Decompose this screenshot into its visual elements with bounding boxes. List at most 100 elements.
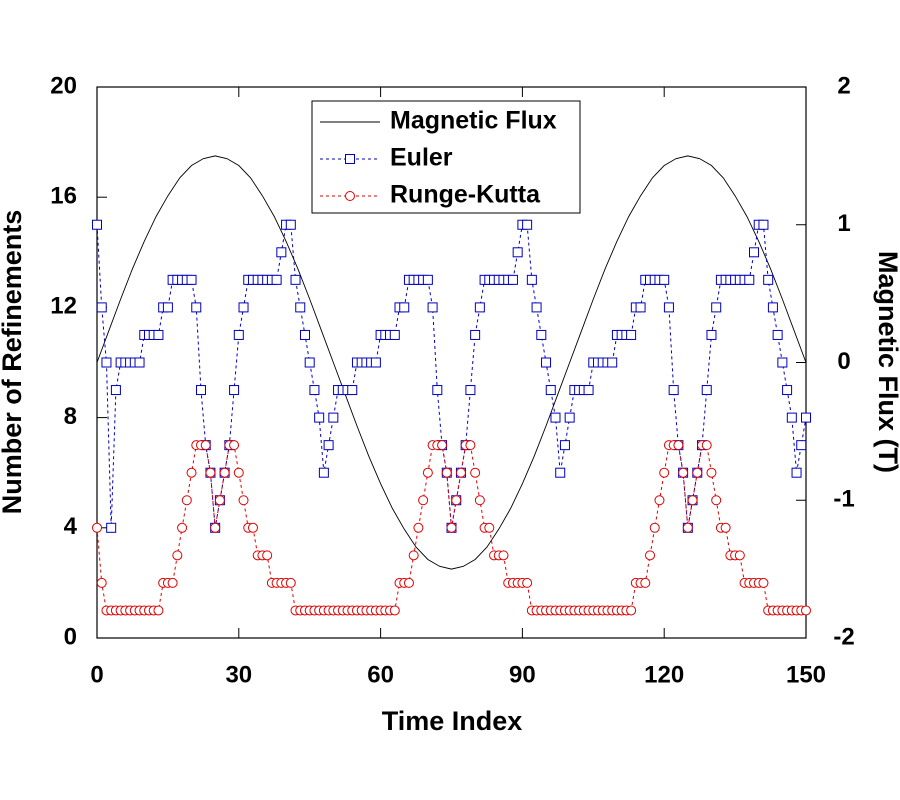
marker — [238, 302, 249, 313]
marker — [692, 467, 703, 478]
marker — [758, 219, 769, 230]
marker — [706, 467, 717, 478]
marker — [186, 274, 197, 285]
marker — [484, 522, 495, 533]
marker — [786, 412, 797, 423]
legend-marker — [345, 191, 355, 201]
marker — [772, 329, 783, 340]
marker — [437, 440, 448, 451]
legend-label: Euler — [390, 144, 453, 172]
marker — [418, 495, 429, 506]
marker — [205, 467, 216, 478]
marker — [229, 440, 240, 451]
marker — [233, 467, 244, 478]
marker — [389, 329, 400, 340]
marker — [701, 440, 712, 451]
marker — [583, 385, 594, 396]
marker — [304, 357, 315, 368]
marker — [767, 302, 778, 313]
marker — [536, 329, 547, 340]
marker — [134, 357, 145, 368]
marker — [200, 440, 211, 451]
marker — [626, 605, 637, 616]
marker — [347, 385, 358, 396]
marker — [153, 329, 164, 340]
marker — [801, 412, 811, 423]
marker — [106, 522, 117, 533]
marker — [512, 247, 523, 258]
marker — [446, 522, 457, 533]
marker — [758, 577, 769, 588]
series-line — [96, 224, 807, 528]
marker — [167, 577, 178, 588]
marker — [186, 467, 197, 478]
x-tick-label: 150 — [786, 661, 826, 688]
marker — [210, 522, 221, 533]
marker — [370, 357, 381, 368]
marker — [238, 495, 249, 506]
legend-label: Runge-Kutta — [390, 181, 541, 209]
marker — [162, 302, 173, 313]
y2-tick-label: 2 — [837, 72, 850, 99]
marker — [744, 274, 755, 285]
marker — [673, 440, 684, 451]
marker — [796, 440, 807, 451]
marker — [323, 440, 334, 451]
marker — [777, 357, 788, 368]
marker — [299, 329, 310, 340]
marker — [247, 522, 258, 533]
marker — [262, 550, 273, 561]
marker — [318, 467, 329, 478]
marker — [559, 440, 570, 451]
marker — [555, 467, 566, 478]
marker — [522, 219, 533, 230]
y-tick-label: 12 — [50, 293, 77, 320]
marker — [734, 550, 745, 561]
x-tick-label: 90 — [509, 661, 536, 688]
marker — [687, 495, 698, 506]
marker — [474, 302, 485, 313]
marker — [474, 495, 485, 506]
marker — [403, 577, 414, 588]
marker — [465, 385, 476, 396]
y-axis-label: Number of Refinements — [0, 210, 27, 515]
y-tick-label: 4 — [64, 513, 78, 540]
marker — [389, 605, 400, 616]
marker — [507, 274, 518, 285]
marker — [640, 577, 651, 588]
marker — [153, 605, 164, 616]
marker — [432, 385, 443, 396]
marker — [763, 274, 774, 285]
marker — [465, 440, 476, 451]
marker — [276, 247, 287, 258]
marker — [470, 329, 481, 340]
marker — [413, 522, 424, 533]
marker — [550, 412, 561, 423]
marker — [96, 302, 107, 313]
marker — [659, 467, 670, 478]
marker — [408, 550, 419, 561]
marker — [522, 577, 533, 588]
y-tick-label: 16 — [50, 183, 77, 210]
marker — [214, 495, 225, 506]
marker — [110, 385, 121, 396]
marker — [101, 357, 112, 368]
marker — [711, 302, 722, 313]
marker — [654, 495, 665, 506]
y-tick-label: 20 — [50, 72, 77, 99]
marker — [309, 385, 320, 396]
marker — [659, 274, 670, 285]
marker — [441, 467, 452, 478]
marker — [191, 302, 202, 313]
y2-tick-label: 1 — [837, 210, 850, 237]
marker — [229, 385, 240, 396]
series-line — [96, 155, 807, 570]
marker — [701, 385, 712, 396]
marker — [92, 522, 102, 533]
y-tick-label: 0 — [64, 623, 77, 650]
marker — [711, 495, 722, 506]
marker — [455, 467, 466, 478]
marker — [498, 550, 509, 561]
marker — [451, 495, 462, 506]
y-tick-label: 8 — [64, 403, 77, 430]
